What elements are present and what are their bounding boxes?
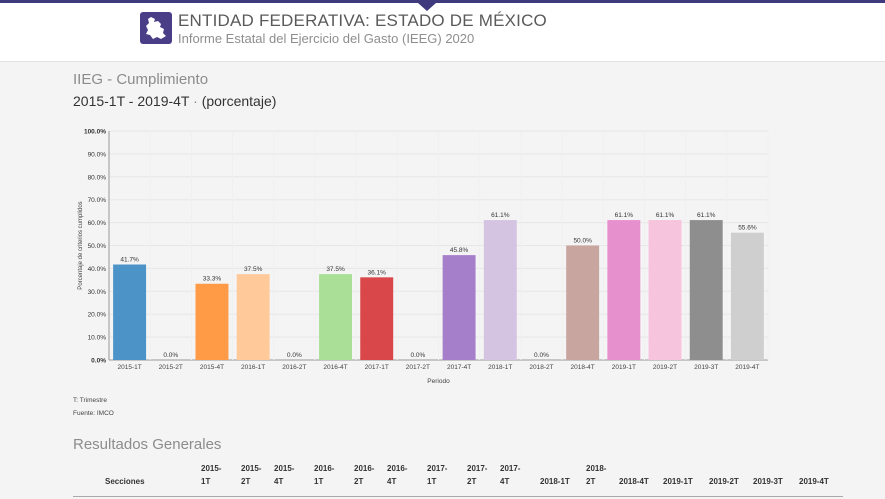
data-label: 37.5%	[244, 266, 263, 273]
data-label: 61.1%	[656, 212, 675, 219]
y-tick-label: 20.0%	[88, 312, 107, 319]
column-header-secciones: Secciones	[105, 477, 145, 486]
x-tick-label: 2015-2T	[159, 364, 183, 371]
data-label: 0.0%	[163, 352, 178, 359]
y-tick-label: 90.0%	[88, 151, 107, 158]
column-header-period: 2015- 2T	[241, 464, 262, 486]
x-tick-label: 2016-4T	[323, 364, 347, 371]
page-title: ENTIDAD FEDERATIVA: ESTADO DE MÉXICO	[178, 11, 547, 30]
x-tick-label: 2018-4T	[571, 364, 595, 371]
compliance-bar-chart: 100.0% 90.0% 80.0% 70.0% 60.0% 50.0% 40.0% 30.0…	[78, 129, 769, 385]
y-tick-label: 100.0%	[84, 129, 106, 136]
column-header-period: 2019-4T	[799, 477, 829, 486]
results-table-header: Secciones 2015- 1T 2015- 2T 2015- 4T 2016- 1…	[73, 462, 843, 497]
x-tick-label: 2019-1T	[612, 364, 636, 371]
y-tick-label: 70.0%	[88, 197, 107, 204]
column-header-period: 2015- 4T	[274, 464, 295, 486]
y-tick-label: 60.0%	[88, 220, 107, 227]
data-label: 0.0%	[410, 352, 425, 359]
y-axis-title: Porcentaje de criterios cumplidos	[78, 201, 84, 289]
y-tick-label: 0.0%	[91, 358, 106, 365]
bar	[566, 245, 600, 360]
column-header-period: 2018- 2T	[586, 464, 607, 486]
y-tick-label: 40.0%	[88, 266, 107, 273]
bar	[607, 220, 641, 360]
data-label: 50.0%	[573, 238, 592, 245]
column-header-period: 2019-2T	[709, 477, 739, 486]
note-fuente: Fuente: IMCO	[73, 410, 114, 417]
column-header-period: 2017- 2T	[467, 464, 488, 486]
data-label: 37.5%	[326, 266, 345, 273]
data-label: 0.0%	[534, 352, 549, 359]
x-tick-label: 2016-2T	[282, 364, 306, 371]
column-header-period: 2016- 4T	[387, 464, 408, 486]
note-trimestre: T: Trimestre	[73, 397, 107, 404]
subtitle-range: 2015-1T - 2019-4T	[73, 93, 190, 109]
y-tick-label: 50.0%	[88, 243, 107, 250]
state-map-icon	[140, 12, 172, 44]
bar	[442, 255, 476, 360]
bar	[483, 220, 517, 360]
chart-section-title: IIEG - Cumplimiento	[73, 71, 209, 88]
data-label: 55.6%	[738, 225, 757, 232]
subtitle-dot: ·	[189, 93, 202, 109]
subtitle-unit: (porcentaje)	[201, 93, 277, 109]
x-tick-label: 2017-2T	[406, 364, 430, 371]
x-tick-label: 2017-1T	[365, 364, 389, 371]
data-label: 61.1%	[697, 212, 716, 219]
x-tick-label: 2015-4T	[200, 364, 224, 371]
data-label: 0.0%	[287, 352, 302, 359]
column-header-period: 2018-1T	[540, 477, 570, 486]
x-tick-label: 2019-4T	[735, 364, 759, 371]
data-label: 45.8%	[450, 247, 469, 254]
y-tick-label: 10.0%	[88, 335, 107, 342]
column-header-period: 2015- 1T	[201, 464, 222, 486]
bar	[236, 274, 270, 360]
data-label: 36.1%	[368, 269, 387, 276]
top-accent-bar	[0, 0, 885, 3]
data-label: 61.1%	[615, 212, 634, 219]
x-tick-label: 2018-2T	[529, 364, 553, 371]
column-header-period: 2017- 4T	[500, 464, 521, 486]
column-header-period: 2019-3T	[753, 477, 783, 486]
x-tick-label: 2015-1T	[117, 364, 141, 371]
x-tick-label: 2016-1T	[241, 364, 265, 371]
data-label: 61.1%	[491, 212, 510, 219]
column-header-period: 2017- 1T	[427, 464, 448, 486]
page-header: ENTIDAD FEDERATIVA: ESTADO DE MÉXICO Inf…	[0, 3, 885, 62]
y-tick-label: 30.0%	[88, 289, 107, 296]
bar	[113, 264, 147, 360]
data-label: 41.7%	[120, 257, 139, 264]
bar	[360, 277, 394, 360]
x-tick-label: 2018-1T	[488, 364, 512, 371]
column-header-period: 2016- 2T	[354, 464, 375, 486]
column-header-period: 2016- 1T	[314, 464, 335, 486]
bar	[195, 283, 229, 360]
page-subtitle: Informe Estatal del Ejercicio del Gasto …	[178, 31, 475, 46]
y-tick-label: 80.0%	[88, 174, 107, 181]
column-header-period: 2018-4T	[619, 477, 649, 486]
bar	[730, 232, 764, 360]
x-tick-label: 2019-3T	[694, 364, 718, 371]
bar	[648, 220, 682, 360]
column-header-period: 2019-1T	[663, 477, 693, 486]
header-notch	[418, 3, 436, 11]
x-tick-label: 2019-2T	[653, 364, 677, 371]
x-axis-title: Periodo	[427, 378, 450, 385]
results-title: Resultados Generales	[73, 436, 222, 453]
chart-section-subtitle: 2015-1T - 2019-4T · (porcentaje)	[73, 93, 276, 109]
bar	[319, 274, 353, 360]
x-tick-label: 2017-4T	[447, 364, 471, 371]
bar	[689, 220, 723, 360]
data-label: 33.3%	[203, 276, 222, 283]
